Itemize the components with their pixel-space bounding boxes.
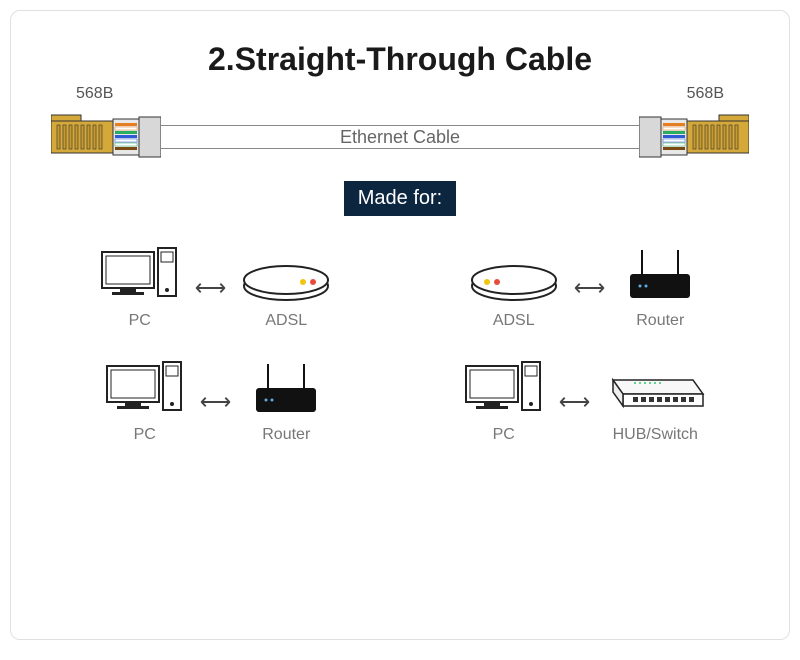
pc-icon xyxy=(105,360,185,420)
device-label: ADSL xyxy=(265,312,307,330)
bidir-arrow-icon: ⟷ xyxy=(195,275,227,301)
bidir-arrow-icon: ⟷ xyxy=(559,389,591,415)
pc-icon xyxy=(464,360,544,420)
device-label: PC xyxy=(129,312,151,330)
device-label: PC xyxy=(493,426,515,444)
device-label: Router xyxy=(262,426,310,444)
made-for-badge: Made for: xyxy=(344,181,456,216)
pair-pc-hub: PC ⟷ xyxy=(430,360,739,444)
device-label: PC xyxy=(134,426,156,444)
connector-right-label: 568B xyxy=(687,85,724,103)
adsl-modem-icon xyxy=(469,246,559,306)
cable-line: Ethernet Cable xyxy=(161,125,639,149)
cable-text: Ethernet Cable xyxy=(340,127,460,148)
bidir-arrow-icon: ⟷ xyxy=(574,275,606,301)
rj45-right-icon xyxy=(639,113,749,161)
pair-adsl-router: ADSL ⟷ Router xyxy=(430,246,739,330)
bidir-arrow-icon: ⟷ xyxy=(200,389,232,415)
hub-switch-icon xyxy=(605,360,705,420)
rj45-left-icon xyxy=(51,113,161,161)
cable-diagram: 568B 568B Ethernet Cable xyxy=(51,113,749,161)
pc-icon xyxy=(100,246,180,306)
device-label: ADSL xyxy=(493,312,535,330)
router-icon xyxy=(620,246,700,306)
device-grid: PC ⟷ ADSL xyxy=(51,246,749,444)
adsl-modem-icon xyxy=(241,246,331,306)
pair-pc-adsl: PC ⟷ ADSL xyxy=(61,246,370,330)
router-icon xyxy=(246,360,326,420)
page-title: 2.Straight-Through Cable xyxy=(51,41,749,78)
device-label: HUB/Switch xyxy=(613,426,698,444)
connector-left-label: 568B xyxy=(76,85,113,103)
pair-pc-router: PC ⟷ Router xyxy=(61,360,370,444)
device-label: Router xyxy=(636,312,684,330)
